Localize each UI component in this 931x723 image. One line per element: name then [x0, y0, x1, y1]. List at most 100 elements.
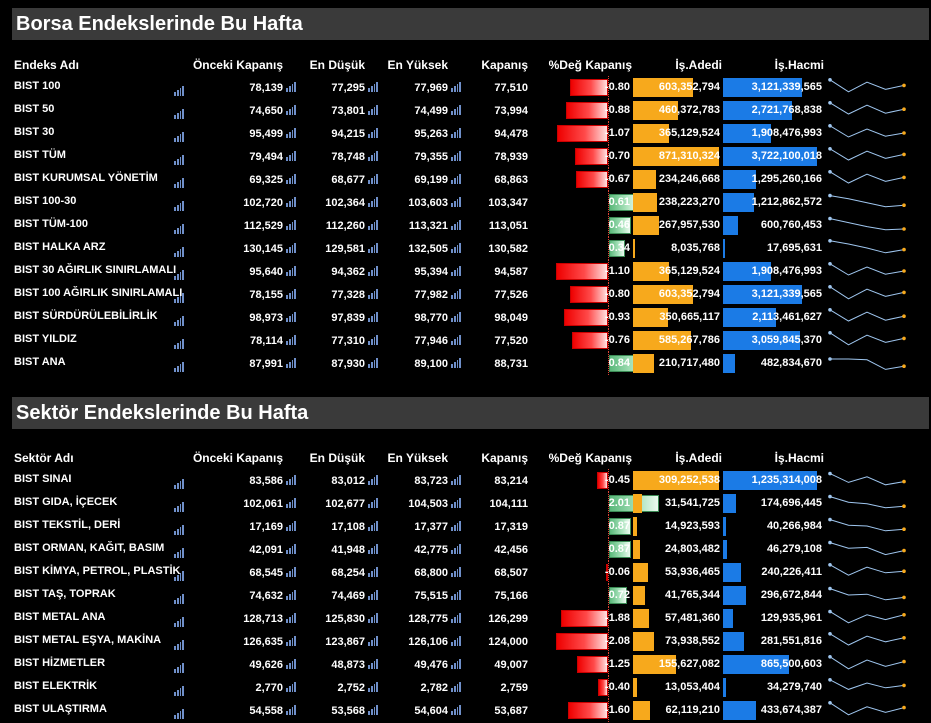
header-name[interactable]: Endeks Adı — [14, 58, 79, 72]
index-name-cell[interactable]: BIST SINAI — [8, 469, 186, 492]
bar-chart-icon[interactable] — [174, 501, 184, 512]
header-low[interactable]: En Düşük — [309, 451, 365, 465]
index-name[interactable]: BIST HİZMETLER — [14, 656, 106, 669]
bar-chart-icon[interactable] — [368, 266, 378, 276]
bar-chart-icon[interactable] — [368, 312, 378, 322]
index-name[interactable]: BIST SÜRDÜRÜLEBİLİRLİK — [14, 309, 158, 322]
table-row[interactable]: BIST 100 78,139 77,295 77,969 77,510 -0.80 603… — [8, 76, 914, 99]
bar-chart-icon[interactable] — [174, 639, 184, 650]
bar-chart-icon[interactable] — [286, 659, 296, 669]
index-name-cell[interactable]: BIST HİZMETLER — [8, 653, 186, 676]
bar-chart-icon[interactable] — [368, 128, 378, 138]
bar-chart-icon[interactable] — [286, 705, 296, 715]
index-name[interactable]: BIST TEKSTİL, DERİ — [14, 518, 121, 531]
index-name-cell[interactable]: BIST ORMAN, KAĞIT, BASIM — [8, 538, 186, 561]
bar-chart-icon[interactable] — [286, 197, 296, 207]
bar-chart-icon[interactable] — [368, 659, 378, 669]
table-row[interactable]: BIST GIDA, İÇECEK 102,061 102,677 104,503 10… — [8, 492, 914, 515]
header-volume[interactable]: İş.Adedi — [675, 451, 722, 465]
index-name[interactable]: BIST GIDA, İÇECEK — [14, 495, 118, 508]
table-row[interactable]: BIST 30 95,499 94,215 95,263 94,478 -1.07 365,… — [8, 122, 914, 145]
bar-chart-icon[interactable] — [451, 682, 461, 692]
bar-chart-icon[interactable] — [451, 521, 461, 531]
index-name-cell[interactable]: BIST KURUMSAL YÖNETİM — [8, 168, 186, 191]
index-name-cell[interactable]: BIST 30 AĞIRLIK SINIRLAMALI — [8, 260, 186, 283]
bar-chart-icon[interactable] — [286, 544, 296, 554]
header-pct[interactable]: %Değ Kapanış — [548, 58, 632, 72]
table-row[interactable]: BIST HİZMETLER 49,626 48,873 49,476 49,007 -1… — [8, 653, 914, 676]
bar-chart-icon[interactable] — [174, 131, 184, 142]
index-name[interactable]: BIST YILDIZ — [14, 332, 77, 345]
bar-chart-icon[interactable] — [286, 151, 296, 161]
bar-chart-icon[interactable] — [451, 151, 461, 161]
bar-chart-icon[interactable] — [451, 613, 461, 623]
table-row[interactable]: BIST 50 74,650 73,801 74,499 73,994 -0.88 460,… — [8, 99, 914, 122]
index-name-cell[interactable]: BIST HALKA ARZ — [8, 237, 186, 260]
bar-chart-icon[interactable] — [174, 547, 184, 558]
table-row[interactable]: BIST 30 AĞIRLIK SINIRLAMALI 95,640 94,362 9… — [8, 260, 914, 283]
bar-chart-icon[interactable] — [368, 705, 378, 715]
table-row[interactable]: BIST ORMAN, KAĞIT, BASIM 42,091 41,948 42,7… — [8, 538, 914, 561]
index-name[interactable]: BIST SINAI — [14, 472, 72, 485]
bar-chart-icon[interactable] — [451, 475, 461, 485]
bar-chart-icon[interactable] — [451, 289, 461, 299]
bar-chart-icon[interactable] — [368, 613, 378, 623]
bar-chart-icon[interactable] — [368, 243, 378, 253]
index-name[interactable]: BIST KİMYA, PETROL, PLASTİK — [14, 564, 181, 577]
bar-chart-icon[interactable] — [451, 498, 461, 508]
header-high[interactable]: En Yüksek — [387, 451, 448, 465]
bar-chart-icon[interactable] — [368, 174, 378, 184]
index-name[interactable]: BIST METAL ANA — [14, 610, 106, 623]
bar-chart-icon[interactable] — [174, 200, 184, 211]
bar-chart-icon[interactable] — [174, 292, 184, 303]
index-name-cell[interactable]: BIST METAL ANA — [8, 607, 186, 630]
bar-chart-icon[interactable] — [174, 593, 184, 604]
bar-chart-icon[interactable] — [286, 289, 296, 299]
bar-chart-icon[interactable] — [368, 636, 378, 646]
bar-chart-icon[interactable] — [368, 197, 378, 207]
table-row[interactable]: BIST SÜRDÜRÜLEBİLİRLİK 98,973 97,839 98,770… — [8, 306, 914, 329]
index-name[interactable]: BIST 100 AĞIRLIK SINIRLAMALI — [14, 286, 183, 299]
index-name-cell[interactable]: BIST 100 — [8, 76, 186, 99]
table-row[interactable]: BIST HALKA ARZ 130,145 129,581 132,505 130,5… — [8, 237, 914, 260]
table-row[interactable]: BIST KURUMSAL YÖNETİM 69,325 68,677 69,199 6… — [8, 168, 914, 191]
bar-chart-icon[interactable] — [286, 105, 296, 115]
bar-chart-icon[interactable] — [368, 475, 378, 485]
index-name[interactable]: BIST 100-30 — [14, 194, 77, 207]
bar-chart-icon[interactable] — [451, 567, 461, 577]
index-name-cell[interactable]: BIST 50 — [8, 99, 186, 122]
table-row[interactable]: BIST TÜM 79,494 78,748 79,355 78,939 -0.70 871… — [8, 145, 914, 168]
bar-chart-icon[interactable] — [368, 220, 378, 230]
bar-chart-icon[interactable] — [368, 521, 378, 531]
bar-chart-icon[interactable] — [174, 315, 184, 326]
index-name[interactable]: BIST TÜM — [14, 148, 66, 161]
bar-chart-icon[interactable] — [174, 108, 184, 119]
bar-chart-icon[interactable] — [286, 128, 296, 138]
bar-chart-icon[interactable] — [286, 174, 296, 184]
bar-chart-icon[interactable] — [174, 154, 184, 165]
bar-chart-icon[interactable] — [174, 708, 184, 719]
bar-chart-icon[interactable] — [286, 312, 296, 322]
bar-chart-icon[interactable] — [368, 289, 378, 299]
table-row[interactable]: BIST ANA 87,991 87,930 89,100 88,731 0.84 210,… — [8, 352, 914, 375]
bar-chart-icon[interactable] — [286, 613, 296, 623]
index-name-cell[interactable]: BIST KİMYA, PETROL, PLASTİK — [8, 561, 186, 584]
header-close[interactable]: Kapanış — [481, 58, 528, 72]
table-row[interactable]: BIST TAŞ, TOPRAK 74,632 74,469 75,515 75,166… — [8, 584, 914, 607]
bar-chart-icon[interactable] — [286, 266, 296, 276]
index-name[interactable]: BIST 30 — [14, 125, 55, 138]
bar-chart-icon[interactable] — [451, 174, 461, 184]
header-value[interactable]: İş.Hacmi — [774, 451, 824, 465]
header-volume[interactable]: İş.Adedi — [675, 58, 722, 72]
table-row[interactable]: BIST 100-30 102,720 102,364 103,603 103,347 0… — [8, 191, 914, 214]
bar-chart-icon[interactable] — [368, 335, 378, 345]
bar-chart-icon[interactable] — [368, 567, 378, 577]
index-name-cell[interactable]: BIST YILDIZ — [8, 329, 186, 352]
header-prev[interactable]: Önceki Kapanış — [192, 58, 283, 72]
bar-chart-icon[interactable] — [174, 338, 184, 349]
index-name[interactable]: BIST TAŞ, TOPRAK — [14, 587, 116, 600]
index-name-cell[interactable]: BIST TÜM — [8, 145, 186, 168]
bar-chart-icon[interactable] — [368, 82, 378, 92]
bar-chart-icon[interactable] — [286, 521, 296, 531]
table-row[interactable]: BIST YILDIZ 78,114 77,310 77,946 77,520 -0.76… — [8, 329, 914, 352]
